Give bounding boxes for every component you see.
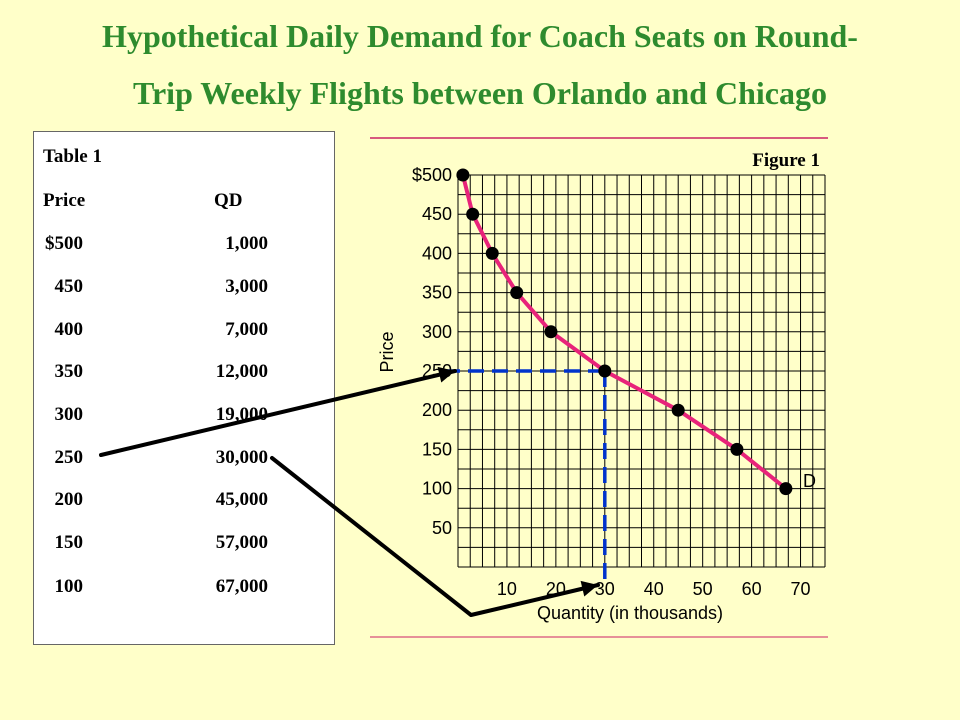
table-cell-qd: 1,000: [225, 233, 268, 254]
table-row: 250 30,000: [34, 447, 334, 469]
table-cell-price: 450: [54, 276, 84, 297]
curve-label-d: D: [803, 471, 816, 491]
y-tick-label: 300: [422, 322, 452, 342]
data-point: [466, 207, 480, 221]
x-axis-label: Quantity (in thousands): [537, 603, 723, 623]
table-cell-qd: 30,000: [215, 447, 268, 468]
table-row: 150 57,000: [34, 532, 334, 554]
y-tick-label: 200: [422, 400, 452, 420]
table-cell-qd: 57,000: [215, 532, 268, 553]
data-point: [779, 482, 793, 496]
table-cell-qd: 67,000: [215, 576, 268, 597]
data-point: [485, 246, 499, 260]
table-cell-price: $500: [45, 233, 83, 254]
table-header-price: Price: [43, 190, 86, 211]
data-point: [671, 403, 685, 417]
table-title: Table 1: [43, 146, 102, 167]
table-row: 100 67,000: [34, 576, 334, 598]
table-header-qd: QD: [214, 190, 243, 211]
table-row: 300 19,000: [34, 404, 334, 426]
connector-arrows: [99, 366, 600, 617]
table-cell-price: 200: [54, 489, 84, 510]
x-tick-label: 40: [644, 579, 664, 599]
quantity-connector-arrow: [270, 456, 600, 617]
y-axis-label: Price: [377, 331, 397, 372]
data-point: [544, 325, 558, 339]
table-cell-qd: 12,000: [215, 361, 268, 382]
table-cell-price: 350: [54, 361, 84, 382]
title-line-2: Trip Weekly Flights between Orlando and …: [133, 75, 827, 111]
y-tick-label: 350: [422, 283, 452, 303]
table-cell-qd: 45,000: [215, 489, 268, 510]
data-point: [730, 442, 744, 456]
figure-label: Figure 1: [752, 150, 820, 171]
table-cell-price: 400: [54, 319, 84, 340]
y-tick-label: $500: [412, 165, 452, 185]
table-header-row: Price QD: [34, 190, 334, 212]
chart-grid: [457, 174, 826, 568]
x-tick-label: 70: [791, 579, 811, 599]
x-tick-label: 10: [497, 579, 517, 599]
table-row: 350 12,000: [34, 361, 334, 383]
y-tick-label: 450: [422, 204, 452, 224]
equilibrium-guides: [444, 369, 607, 581]
table-cell-price: 150: [54, 532, 84, 553]
table-cell-price: 300: [54, 404, 84, 425]
y-tick-label: 100: [422, 479, 452, 499]
data-point: [598, 364, 612, 378]
data-points: [456, 168, 793, 496]
table-row: 450 3,000: [34, 276, 334, 298]
quantity-connector-arrow-head: [580, 580, 598, 597]
table-cell-price: 250: [54, 447, 84, 468]
y-tick-label: 50: [432, 518, 452, 538]
data-point: [456, 168, 470, 182]
price-connector-arrow-head: [437, 366, 455, 383]
x-tick-label: 60: [742, 579, 762, 599]
table-row: 200 45,000: [34, 489, 334, 511]
data-point: [510, 286, 524, 300]
page-title: Hypothetical Daily Demand for Coach Seat…: [0, 8, 960, 122]
y-tick-label: 400: [422, 243, 452, 263]
y-tick-label: 150: [422, 439, 452, 459]
table-row: 400 7,000: [34, 319, 334, 341]
table-row: $500 1,000: [34, 233, 334, 255]
x-tick-label: 50: [693, 579, 713, 599]
x-tick-label: 30: [595, 579, 615, 599]
table-cell-qd: 3,000: [225, 276, 268, 297]
table-cell-price: 100: [54, 576, 84, 597]
demand-table: Table 1 Price QD $500 1,000 450 3,000 40…: [33, 131, 335, 645]
price-connector-arrow: [99, 369, 457, 457]
table-cell-qd: 7,000: [225, 319, 268, 340]
title-line-1: Hypothetical Daily Demand for Coach Seat…: [102, 18, 858, 54]
